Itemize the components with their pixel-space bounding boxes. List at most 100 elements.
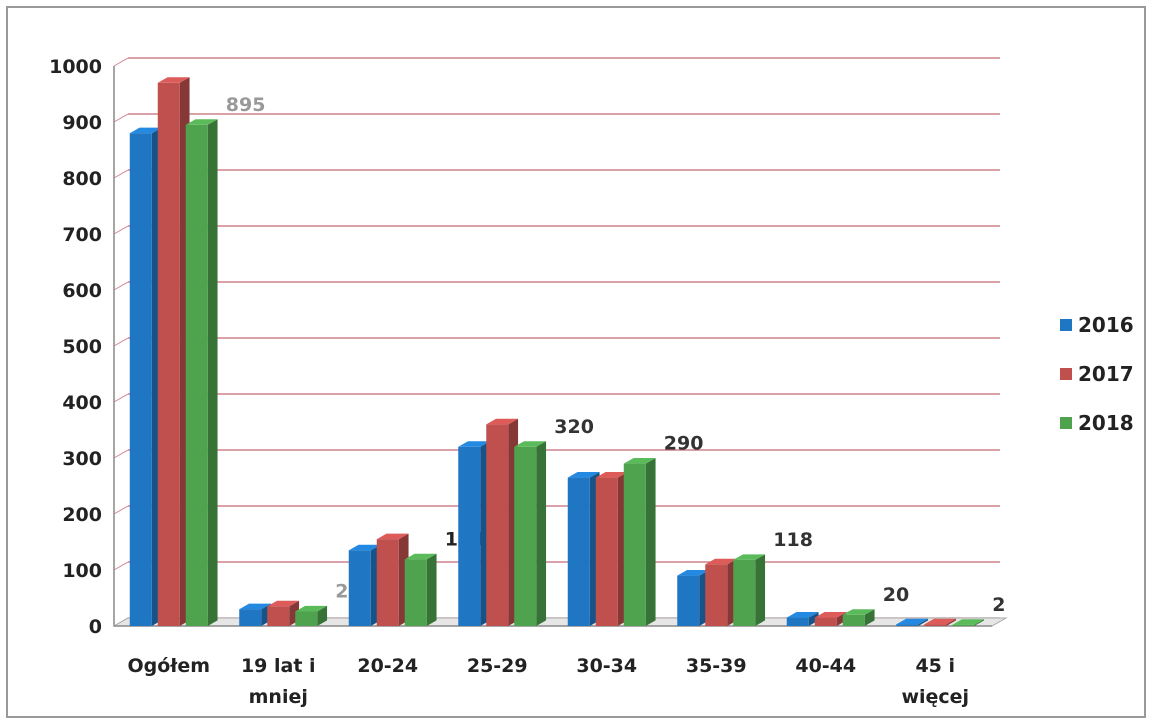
gridline-side <box>113 337 129 347</box>
bar-front <box>185 124 208 627</box>
bar-top <box>157 77 190 83</box>
gridline-side <box>113 113 129 123</box>
bar-side <box>946 618 957 626</box>
bar-top <box>458 441 491 447</box>
gridline-side <box>113 561 129 571</box>
bar-top <box>239 603 272 610</box>
bar-front <box>623 463 646 626</box>
y-tick-label: 400 <box>62 392 102 414</box>
bar-2018 <box>404 553 437 626</box>
bar-front <box>952 624 975 626</box>
bar-top <box>567 472 600 478</box>
bar-2017 <box>924 618 957 626</box>
bar-top <box>952 619 985 625</box>
legend-swatch <box>1060 319 1072 331</box>
bar-2018 <box>952 619 985 626</box>
bar-top <box>185 119 218 125</box>
bar-2018 <box>295 605 328 626</box>
y-tick-label: 200 <box>62 504 102 526</box>
bar-front <box>157 82 180 627</box>
bar-front <box>514 446 537 626</box>
gridline-side <box>113 57 129 67</box>
bar-side <box>207 119 218 626</box>
x-tick-label: Ogółem <box>127 655 210 677</box>
bar-top <box>404 553 437 560</box>
bar-top <box>842 609 875 615</box>
gridline-side <box>113 393 129 403</box>
bar-chart: 0 100 200 300 400 500 600 700 800 900 1000 895 Ogółe… <box>49 56 1134 708</box>
bar-2017 <box>267 600 300 626</box>
bar-2017 <box>376 533 409 626</box>
bar-2016 <box>786 612 819 626</box>
y-tick-label: 500 <box>62 336 102 358</box>
bar-2016 <box>239 603 272 626</box>
y-tick-label: 700 <box>62 224 102 246</box>
bar-side <box>974 619 985 626</box>
y-tick-label: 600 <box>62 280 102 302</box>
x-tick-label: 19 lat i mniej <box>241 655 316 708</box>
bar-front <box>267 606 290 626</box>
bar-front <box>733 559 756 626</box>
bar-2018 <box>842 609 875 626</box>
y-tick-label: 0 <box>89 616 102 638</box>
gridline-side <box>113 225 129 235</box>
bar-top <box>295 605 328 612</box>
chart-frame: 0 100 200 300 400 500 600 700 800 900 1000 895 Ogółe… <box>6 6 1146 718</box>
x-tick-label: 40-44 <box>795 655 856 677</box>
legend-label: 2018 <box>1078 411 1134 435</box>
bar-front <box>677 575 700 626</box>
x-tick-label: 20-24 <box>357 655 418 677</box>
bar-side <box>645 458 656 626</box>
x-tick-label: 35-39 <box>686 655 747 677</box>
bar-2018 <box>733 554 766 626</box>
bar-top <box>786 612 819 618</box>
bar-top <box>129 127 162 134</box>
bar-side <box>317 605 328 626</box>
y-tick-label: 800 <box>62 168 102 190</box>
bar-front <box>814 617 837 626</box>
bar-top <box>595 472 628 478</box>
bar-front <box>404 559 427 626</box>
bar-2017 <box>157 77 190 627</box>
data-label: 320 <box>554 416 594 438</box>
bar-2016 <box>677 570 710 626</box>
x-tick-label: 45 i więcej <box>901 655 969 708</box>
bar-top <box>924 618 957 625</box>
bar-top <box>348 544 381 551</box>
bar-side <box>426 553 437 626</box>
gridline-side <box>113 281 129 291</box>
gridline-side <box>113 505 129 515</box>
bar-front <box>376 539 399 626</box>
bar-front <box>348 550 371 626</box>
bar-top <box>705 558 738 565</box>
legend-label: 2017 <box>1078 362 1134 386</box>
bar-2016 <box>129 127 162 626</box>
bar-side <box>755 554 766 626</box>
bar-front <box>567 477 590 626</box>
bar-2018 <box>623 458 656 626</box>
data-label: 895 <box>226 94 266 116</box>
bar-front <box>458 446 481 626</box>
bar-side <box>536 441 547 626</box>
bar-front <box>924 624 947 626</box>
bar-front <box>129 133 152 626</box>
data-label: 2 <box>992 594 1005 616</box>
x-tick-label: 25-29 <box>467 655 528 677</box>
y-tick-label: 1000 <box>49 56 102 78</box>
bar-front <box>295 611 318 626</box>
y-tick-label: 100 <box>62 560 102 582</box>
bar-front <box>896 624 919 626</box>
bar-2016 <box>567 472 600 626</box>
bar-2018 <box>514 441 547 626</box>
legend-swatch <box>1060 417 1072 429</box>
bar-top <box>376 533 409 540</box>
bar-2017 <box>595 472 628 626</box>
bar-top <box>733 554 766 560</box>
bar-front <box>705 564 728 626</box>
bar-2018 <box>185 119 218 627</box>
bar-front <box>595 477 618 626</box>
bar-side <box>808 612 819 626</box>
bar-top <box>486 418 519 425</box>
bar-2016 <box>458 441 491 626</box>
data-label: 20 <box>883 584 909 606</box>
